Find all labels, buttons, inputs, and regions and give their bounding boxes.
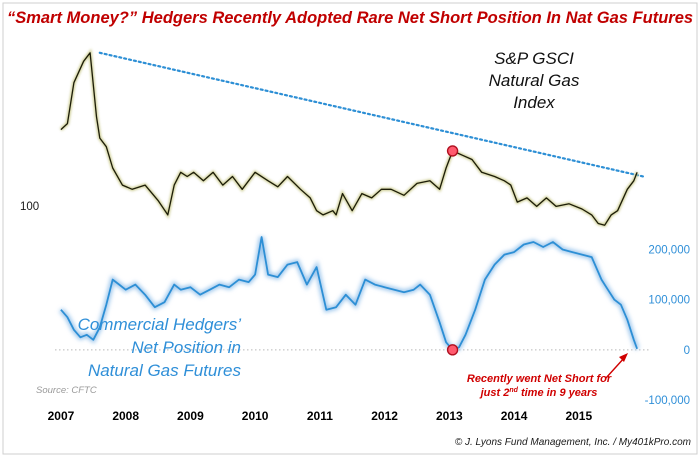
x-axis-ticks: 2007 2008 2009 2010 2011 2012 2013 2014 2015	[48, 409, 593, 423]
source-note: Source: CFTC	[36, 385, 97, 396]
gsci-trendline	[98, 51, 645, 178]
hedgers-marker-0	[446, 344, 459, 356]
gsci-label-line-1: S&P GSCI	[494, 49, 574, 68]
x-axis-tick-0: 2007	[48, 409, 75, 423]
hedgers-label-line-3: Natural Gas Futures	[88, 361, 242, 380]
gsci-series-label: S&P GSCI Natural Gas Index	[489, 49, 580, 112]
net-short-annotation: Recently went Net Short for just 2nd tim…	[467, 353, 628, 399]
x-axis-tick-4: 2011	[307, 409, 333, 423]
highlight-markers	[446, 145, 459, 356]
annotation-arrowhead	[619, 353, 628, 362]
x-axis-tick-6: 2013	[436, 409, 463, 423]
gsci-label-line-2: Natural Gas	[489, 71, 580, 90]
x-axis-tick-1: 2008	[112, 409, 139, 423]
right-axis-tick-0: 200,000	[648, 245, 690, 257]
gsci-index-line	[60, 52, 638, 226]
left-axis-tick-label: 100	[20, 201, 39, 213]
hedgers-series-label: Commercial Hedgers’ Net Position in Natu…	[78, 315, 242, 380]
right-axis-tick-3: -100,000	[645, 395, 690, 407]
x-axis-tick-8: 2015	[565, 409, 592, 423]
hedgers-label-line-1: Commercial Hedgers’	[78, 315, 242, 334]
annotation-line-1: Recently went Net Short for	[467, 373, 612, 385]
right-axis-tick-2: 0	[684, 345, 690, 357]
x-axis-tick-5: 2012	[371, 409, 398, 423]
right-axis-ticks: 200,000 100,000 0 -100,000	[645, 245, 690, 407]
annotation-arrow	[605, 356, 626, 379]
annotation-line-2: just 2nd time in 9 years	[479, 387, 598, 399]
chart-title: “Smart Money?” Hedgers Recently Adopted …	[7, 9, 693, 27]
gsci-marker-0	[446, 145, 459, 157]
credit-note: © J. Lyons Fund Management, Inc. / My401…	[455, 437, 691, 448]
x-axis-tick-3: 2010	[242, 409, 269, 423]
hedgers-net-position-line	[60, 236, 638, 351]
x-axis-tick-2: 2009	[177, 409, 204, 423]
x-axis-tick-7: 2014	[501, 409, 528, 423]
gsci-label-line-3: Index	[513, 93, 555, 112]
right-axis-tick-1: 100,000	[648, 295, 690, 307]
hedgers-label-line-2: Net Position in	[131, 338, 241, 357]
